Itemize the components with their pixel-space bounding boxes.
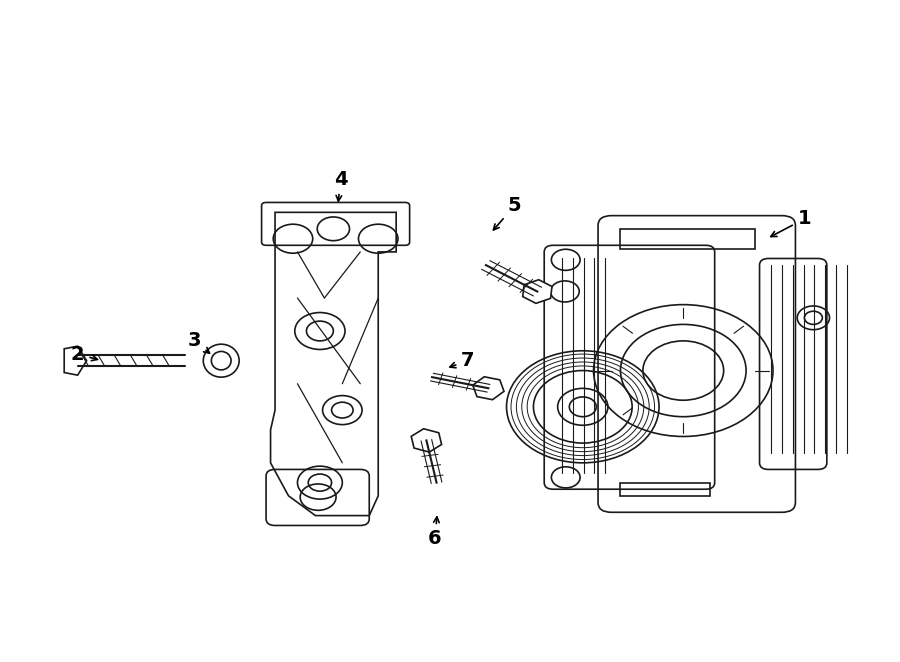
Polygon shape xyxy=(472,377,504,400)
Text: 3: 3 xyxy=(187,332,210,353)
Text: 4: 4 xyxy=(334,170,347,201)
Ellipse shape xyxy=(203,344,239,377)
Polygon shape xyxy=(411,429,442,452)
Text: 2: 2 xyxy=(71,345,97,363)
Text: 7: 7 xyxy=(450,351,474,370)
Text: 1: 1 xyxy=(770,209,811,236)
Text: 5: 5 xyxy=(493,196,521,230)
Polygon shape xyxy=(523,280,552,303)
Text: 6: 6 xyxy=(428,517,442,548)
Polygon shape xyxy=(64,346,86,375)
